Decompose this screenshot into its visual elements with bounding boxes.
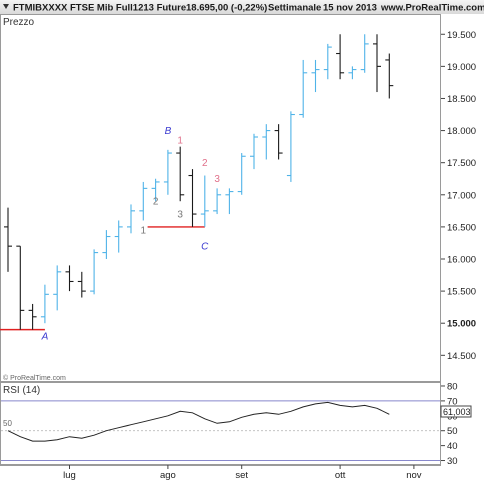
price-axis-label: Prezzo (3, 17, 35, 28)
ohlc-bar (16, 245, 25, 330)
price-bars (4, 34, 394, 330)
wave-label: B (165, 126, 172, 137)
rsi-left-mark: 50 (3, 419, 12, 428)
ohlc-bar (213, 188, 222, 215)
rsi-tick-label: 40 (447, 441, 458, 452)
wave-label: 1 (177, 135, 183, 146)
header-date: 15 nov 2013 (323, 3, 377, 14)
rsi-tick-label: 80 (447, 381, 458, 392)
header-name: FTSE Mib Full1213 Future (70, 3, 186, 14)
price-tick-label: 17.500 (447, 158, 476, 169)
wave-label: 1 (141, 225, 147, 236)
header-period: Settimanale (268, 3, 321, 14)
header-last-price: 18.695,00 (-0,22%) (186, 3, 267, 14)
header-site[interactable]: www.ProRealTime.com (380, 3, 484, 14)
price-tick-label: 17.000 (447, 190, 476, 201)
price-tick-label: 18.000 (447, 126, 476, 137)
ohlc-bar (176, 146, 185, 202)
ohlc-bar (323, 43, 332, 80)
ohlc-bar (237, 153, 246, 195)
ohlc-bar (336, 34, 345, 80)
wave-label: C (201, 241, 209, 252)
price-y-axis: 19.500 19.000 18.500 18.000 17.500 17.000 16.5… (441, 30, 476, 362)
rsi-current-value: 61,003 (443, 407, 471, 417)
support-lines (0, 226, 205, 331)
wave-label: 3 (177, 209, 183, 220)
x-tick-label: ago (160, 470, 176, 481)
price-tick-label: 15.500 (447, 287, 476, 298)
ohlc-bar (262, 124, 271, 160)
ohlc-bar (90, 249, 99, 295)
ohlc-bar (373, 34, 381, 93)
ohlc-bar (139, 181, 148, 221)
wave-label: A (41, 331, 49, 342)
header-bar (0, 0, 484, 14)
rsi-tick-label: 70 (447, 396, 458, 407)
price-tick-label: 15.000 (447, 319, 476, 330)
ohlc-bar (77, 271, 86, 298)
ohlc-bar (53, 265, 62, 311)
rsi-label: RSI (14) (3, 385, 40, 396)
ohlc-bar (28, 303, 37, 330)
header-symbol: FTMIBXXXX (13, 3, 68, 14)
ohlc-bar (114, 220, 123, 253)
ohlc-bar (385, 53, 394, 99)
price-tick-label: 19.000 (447, 62, 476, 73)
dropdown-icon[interactable] (3, 4, 9, 9)
ohlc-bar (188, 169, 197, 227)
rsi-tick-label: 50 (447, 426, 458, 437)
rsi-panel (0, 382, 441, 465)
ohlc-bar (250, 133, 258, 170)
ohlc-bar (286, 111, 295, 182)
wave-label: 3 (214, 174, 220, 185)
x-tick-label: ott (335, 470, 346, 481)
price-tick-label: 14.500 (447, 351, 476, 362)
credit-text: © ProRealTime.com (3, 374, 66, 382)
price-tick-label: 16.000 (447, 255, 476, 266)
x-axis: lug ago set ott nov (63, 465, 422, 481)
ohlc-bar (225, 188, 234, 215)
ohlc-bar (151, 178, 160, 202)
ohlc-bar (40, 284, 49, 324)
ohlc-bar (4, 207, 12, 272)
price-tick-label: 18.500 (447, 94, 476, 105)
price-tick-label: 16.500 (447, 222, 476, 233)
ohlc-bar (102, 230, 111, 259)
rsi-tick-label: 30 (447, 456, 458, 467)
wave-label: 2 (153, 196, 159, 207)
wave-label: 2 (202, 158, 208, 169)
ohlc-bar (348, 66, 357, 80)
ohlc-bar (311, 59, 320, 93)
x-tick-label: lug (63, 470, 76, 481)
price-tick-label: 19.500 (447, 30, 476, 41)
rsi-line (7, 401, 390, 442)
x-tick-label: nov (406, 470, 422, 481)
ohlc-bar (200, 175, 209, 227)
ohlc-bar (65, 265, 74, 292)
ohlc-bar (299, 59, 308, 118)
ohlc-bar (274, 124, 283, 160)
price-panel (0, 14, 441, 382)
ohlc-bar (163, 149, 172, 195)
rsi-value-badge (440, 405, 472, 418)
x-tick-label: set (235, 470, 248, 481)
ohlc-bar (127, 204, 135, 234)
rsi-series (7, 401, 390, 442)
ohlc-bar (360, 34, 369, 73)
